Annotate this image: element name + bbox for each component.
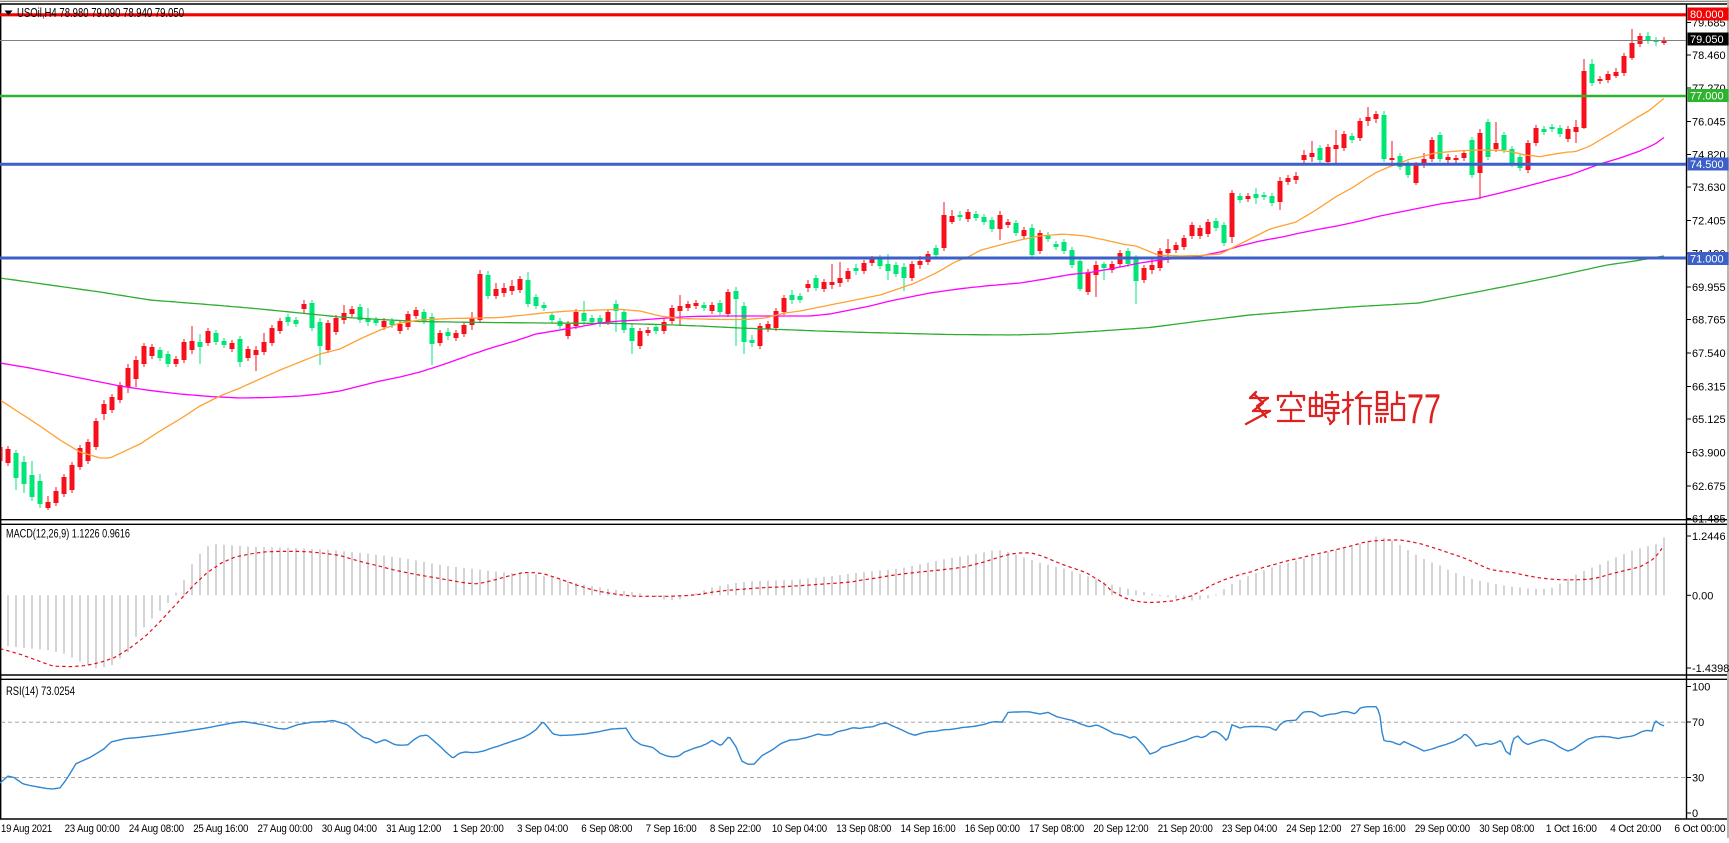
svg-text:7 Sep 16:00: 7 Sep 16:00 — [646, 823, 697, 835]
svg-text:0.00: 0.00 — [1692, 590, 1713, 602]
svg-text:4 Oct 20:00: 4 Oct 20:00 — [1610, 823, 1661, 835]
svg-text:61.485: 61.485 — [1692, 514, 1726, 526]
svg-text:80.000: 80.000 — [1690, 9, 1724, 21]
svg-text:30 Sep 08:00: 30 Sep 08:00 — [1479, 823, 1534, 835]
svg-text:14 Sep 16:00: 14 Sep 16:00 — [901, 823, 956, 835]
svg-text:69.955: 69.955 — [1692, 282, 1726, 294]
svg-text:30 Aug 04:00: 30 Aug 04:00 — [322, 823, 377, 835]
svg-text:20 Sep 12:00: 20 Sep 12:00 — [1093, 823, 1148, 835]
svg-text:100: 100 — [1692, 682, 1710, 694]
svg-text:6 Oct 00:00: 6 Oct 00:00 — [1674, 823, 1725, 835]
svg-text:65.125: 65.125 — [1692, 414, 1726, 426]
svg-text:21 Sep 20:00: 21 Sep 20:00 — [1158, 823, 1213, 835]
svg-text:13 Sep 08:00: 13 Sep 08:00 — [836, 823, 891, 835]
svg-text:23 Aug 00:00: 23 Aug 00:00 — [65, 823, 120, 835]
svg-text:8 Sep 22:00: 8 Sep 22:00 — [710, 823, 761, 835]
svg-text:68.765: 68.765 — [1692, 315, 1726, 327]
svg-text:66.315: 66.315 — [1692, 382, 1726, 394]
svg-text:23 Sep 04:00: 23 Sep 04:00 — [1222, 823, 1277, 835]
svg-text:1 Oct 16:00: 1 Oct 16:00 — [1546, 823, 1597, 835]
svg-text:17 Sep 08:00: 17 Sep 08:00 — [1029, 823, 1084, 835]
svg-text:67.540: 67.540 — [1692, 348, 1726, 360]
svg-text:70: 70 — [1692, 717, 1704, 729]
svg-text:1.2446: 1.2446 — [1692, 531, 1726, 543]
svg-text:73.630: 73.630 — [1692, 182, 1726, 194]
svg-text:31 Aug 12:00: 31 Aug 12:00 — [386, 823, 441, 835]
svg-text:16 Sep 00:00: 16 Sep 00:00 — [965, 823, 1020, 835]
svg-text:6 Sep 08:00: 6 Sep 08:00 — [581, 823, 632, 835]
svg-text:79.050: 79.050 — [1690, 34, 1724, 46]
svg-text:-1.4398: -1.4398 — [1692, 663, 1729, 675]
svg-text:29 Sep 00:00: 29 Sep 00:00 — [1415, 823, 1470, 835]
svg-text:3 Sep 04:00: 3 Sep 04:00 — [517, 823, 568, 835]
svg-text:78.460: 78.460 — [1692, 50, 1726, 62]
svg-text:62.675: 62.675 — [1692, 481, 1726, 493]
svg-text:77: 77 — [1407, 385, 1441, 432]
svg-text:27 Aug 00:00: 27 Aug 00:00 — [258, 823, 313, 835]
svg-text:71.000: 71.000 — [1690, 254, 1724, 266]
svg-text:74.500: 74.500 — [1690, 159, 1724, 171]
svg-text:30: 30 — [1692, 773, 1704, 785]
svg-text:10 Sep 04:00: 10 Sep 04:00 — [772, 823, 827, 835]
svg-text:72.405: 72.405 — [1692, 216, 1726, 228]
svg-text:77.000: 77.000 — [1690, 91, 1724, 103]
svg-text:24 Sep 12:00: 24 Sep 12:00 — [1286, 823, 1341, 835]
svg-text:76.045: 76.045 — [1692, 117, 1726, 129]
svg-text:0: 0 — [1692, 808, 1698, 820]
svg-text:1 Sep 20:00: 1 Sep 20:00 — [453, 823, 504, 835]
svg-text:MACD(12,26,9) 1.1226 0.9616: MACD(12,26,9) 1.1226 0.9616 — [6, 529, 130, 541]
svg-text:63.900: 63.900 — [1692, 448, 1726, 460]
svg-text:27 Sep 16:00: 27 Sep 16:00 — [1351, 823, 1406, 835]
svg-text:USOil,H4 78.980 79.090 78.940: USOil,H4 78.980 79.090 78.940 79.050 — [17, 6, 184, 20]
svg-text:RSI(14) 73.0254: RSI(14) 73.0254 — [6, 686, 75, 698]
svg-text:19 Aug 2021: 19 Aug 2021 — [1, 823, 52, 835]
svg-text:24 Aug 08:00: 24 Aug 08:00 — [129, 823, 184, 835]
svg-text:25 Aug 16:00: 25 Aug 16:00 — [193, 823, 248, 835]
